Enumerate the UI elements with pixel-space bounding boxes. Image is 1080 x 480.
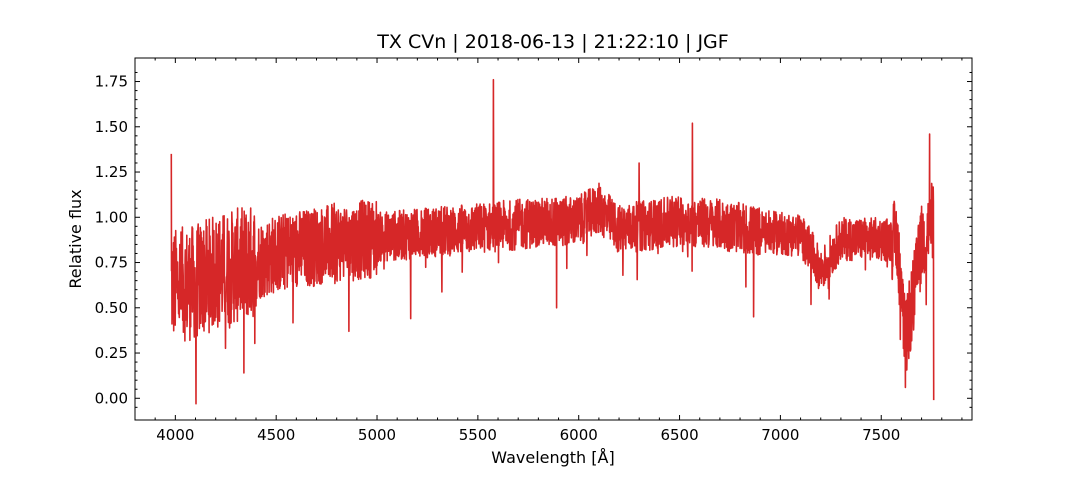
x-tick-label: 5000	[358, 426, 396, 444]
x-axis: 4000 4500 5000 5500 6000 6500 7000 7500	[134, 58, 963, 444]
plot-frame	[134, 57, 973, 421]
y-axis: 0.00 0.25 0.50 0.75 1.00 1.25 1.50 1.75	[95, 71, 972, 408]
y-tick-label: 0.00	[95, 389, 128, 407]
spectrum-series	[170, 78, 935, 405]
y-axis-label: Relative flux	[66, 189, 85, 288]
chart-title: TX CVn | 2018-06-13 | 21:22:10 | JGF	[376, 31, 728, 53]
x-tick-label: 7000	[761, 426, 799, 444]
x-tick-label: 5500	[459, 426, 497, 444]
x-tick-label: 4000	[156, 426, 194, 444]
y-tick-label: 0.75	[95, 254, 128, 272]
x-tick-label: 6500	[660, 426, 698, 444]
y-tick-label: 1.50	[95, 118, 128, 136]
spectrum-line	[170, 78, 935, 405]
x-tick-label: 4500	[257, 426, 295, 444]
x-tick-label: 7500	[862, 426, 900, 444]
x-tick-label: 6000	[560, 426, 598, 444]
x-axis-label: Wavelength [Å]	[491, 448, 614, 467]
y-tick-label: 1.75	[95, 73, 128, 91]
y-tick-label: 0.25	[95, 344, 128, 362]
y-tick-label: 0.50	[95, 299, 128, 317]
y-tick-label: 1.25	[95, 163, 128, 181]
y-tick-label: 1.00	[95, 208, 128, 226]
